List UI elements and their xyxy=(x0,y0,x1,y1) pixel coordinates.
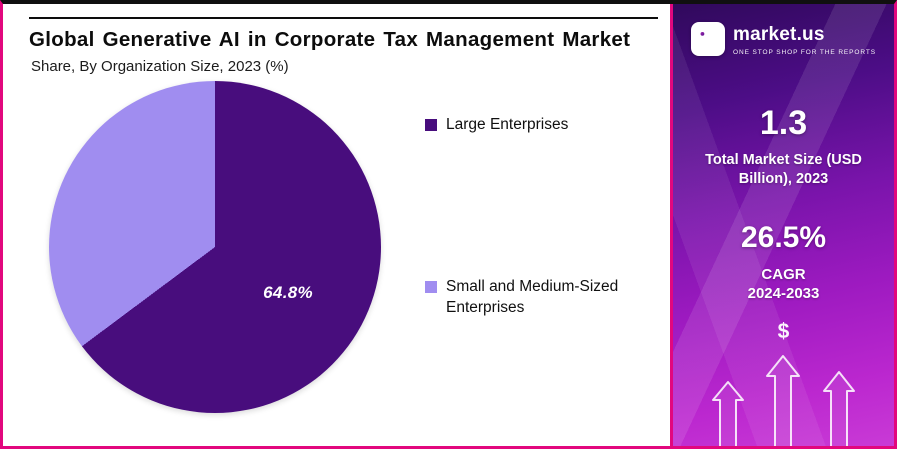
market-size-value: 1.3 xyxy=(759,104,808,142)
growth-arrows-icon xyxy=(673,352,894,446)
title-box: Global Generative AI in Corporate Tax Ma… xyxy=(29,17,658,75)
legend-swatch-sme xyxy=(425,281,437,293)
marketus-logo-icon xyxy=(691,22,726,56)
dollar-symbol: $ xyxy=(777,319,790,343)
legend-label-large-enterprises: Large Enterprises xyxy=(446,116,569,133)
chart-subtitle: Share, By Organization Size, 2023 (%) xyxy=(31,58,289,75)
marketus-logo-name: market.us xyxy=(733,24,825,45)
brand-sidebar: market.us ONE STOP SHOP FOR THE REPORTS … xyxy=(670,4,894,446)
legend-swatch-large-enterprises xyxy=(425,119,437,131)
legend-item-sme: Small and Medium-Sized Enterprises xyxy=(425,277,647,319)
pie-chart: 64.8% xyxy=(49,81,381,413)
marketus-logo: market.us ONE STOP SHOP FOR THE REPORTS xyxy=(673,22,894,56)
chart-title: Global Generative AI in Corporate Tax Ma… xyxy=(29,28,631,51)
legend-item-large-enterprises: Large Enterprises xyxy=(425,115,568,136)
cagr-period: 2024-2033 xyxy=(747,285,820,303)
chart-panel: Global Generative AI in Corporate Tax Ma… xyxy=(3,4,670,446)
market-size-label: Total Market Size (USD Billion), 2023 xyxy=(705,152,862,187)
pie-value-label: 64.8% xyxy=(263,283,313,303)
cagr-label: CAGR xyxy=(761,265,806,283)
chart-area: 64.8% Large Enterprises Small and Medium… xyxy=(3,79,670,431)
marketus-logo-tagline: ONE STOP SHOP FOR THE REPORTS xyxy=(733,48,876,56)
cagr-value: 26.5% xyxy=(740,220,827,254)
legend-label-sme: Small and Medium-Sized Enterprises xyxy=(446,278,619,316)
marketus-logo-texts: market.us ONE STOP SHOP FOR THE REPORTS xyxy=(733,22,876,56)
